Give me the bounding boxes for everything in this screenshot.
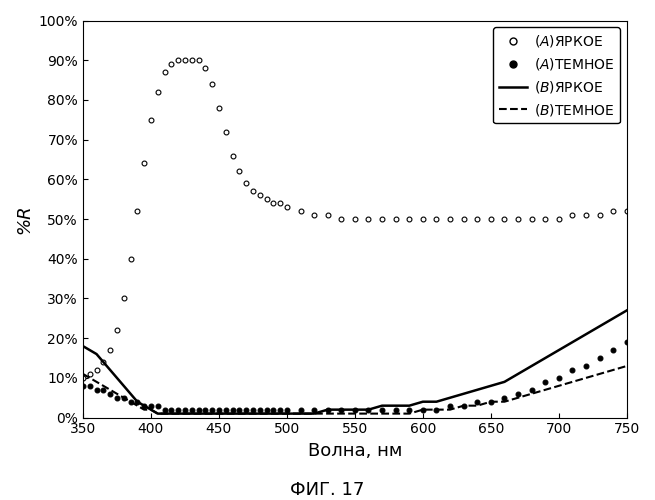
(B)ЯРКОЕ: [351, 406, 359, 412]
(A)ТЕМНОЕ: [623, 339, 631, 345]
(B)ТЕМНОЕ: [310, 410, 318, 416]
(B)ЯРКОЕ: [623, 308, 631, 314]
(A)ЯРКОЕ: [222, 128, 230, 134]
Y-axis label: %R: %R: [15, 204, 33, 234]
Text: ФИГ. 17: ФИГ. 17: [290, 481, 365, 499]
(A)ТЕМНОЕ: [460, 402, 468, 408]
(A)ЯРКОЕ: [378, 216, 386, 222]
(B)ЯРКОЕ: [222, 410, 230, 416]
(B)ЯРКОЕ: [140, 402, 148, 408]
(B)ЯРКОЕ: [310, 410, 318, 416]
(A)ТЕМНОЕ: [351, 406, 359, 412]
Line: (B)ТЕМНОЕ: (B)ТЕМНОЕ: [83, 366, 627, 414]
Line: (A)ТЕМНОЕ: (A)ТЕМНОЕ: [81, 340, 629, 412]
(A)ЯРКОЕ: [86, 371, 94, 377]
(B)ТЕМНОЕ: [623, 363, 631, 369]
(B)ЯРКОЕ: [405, 402, 413, 408]
(B)ТЕМНОЕ: [154, 410, 162, 416]
(B)ТЕМНОЕ: [222, 410, 230, 416]
(B)ТЕМНОЕ: [351, 410, 359, 416]
(B)ЯРКОЕ: [337, 406, 345, 412]
(B)ТЕМНОЕ: [405, 410, 413, 416]
Line: (B)ЯРКОЕ: (B)ЯРКОЕ: [83, 310, 627, 414]
(A)ЯРКОЕ: [351, 216, 359, 222]
(A)ТЕМНОЕ: [86, 383, 94, 389]
(A)ЯРКОЕ: [79, 375, 87, 381]
(B)ЯРКОЕ: [79, 343, 87, 349]
(B)ЯРКОЕ: [154, 410, 162, 416]
(A)ТЕМНОЕ: [378, 406, 386, 412]
Legend: $(A)$ЯРКОЕ, $(A)$ТЕМНОЕ, $(B)$ЯРКОЕ, $(B)$ТЕМНОЕ: $(A)$ЯРКОЕ, $(A)$ТЕМНОЕ, $(B)$ЯРКОЕ, $(B…: [493, 28, 620, 124]
(A)ЯРКОЕ: [460, 216, 468, 222]
(A)ЯРКОЕ: [310, 212, 318, 218]
(A)ТЕМНОЕ: [79, 383, 87, 389]
X-axis label: Волна, нм: Волна, нм: [308, 442, 402, 460]
(B)ТЕМНОЕ: [140, 406, 148, 412]
Line: (A)ЯРКОЕ: (A)ЯРКОЕ: [81, 58, 629, 380]
(B)ТЕМНОЕ: [79, 371, 87, 377]
(A)ТЕМНОЕ: [160, 406, 168, 412]
(A)ТЕМНОЕ: [222, 406, 230, 412]
(A)ТЕМНОЕ: [310, 406, 318, 412]
(B)ТЕМНОЕ: [337, 410, 345, 416]
(A)ЯРКОЕ: [623, 208, 631, 214]
(A)ЯРКОЕ: [174, 57, 182, 63]
